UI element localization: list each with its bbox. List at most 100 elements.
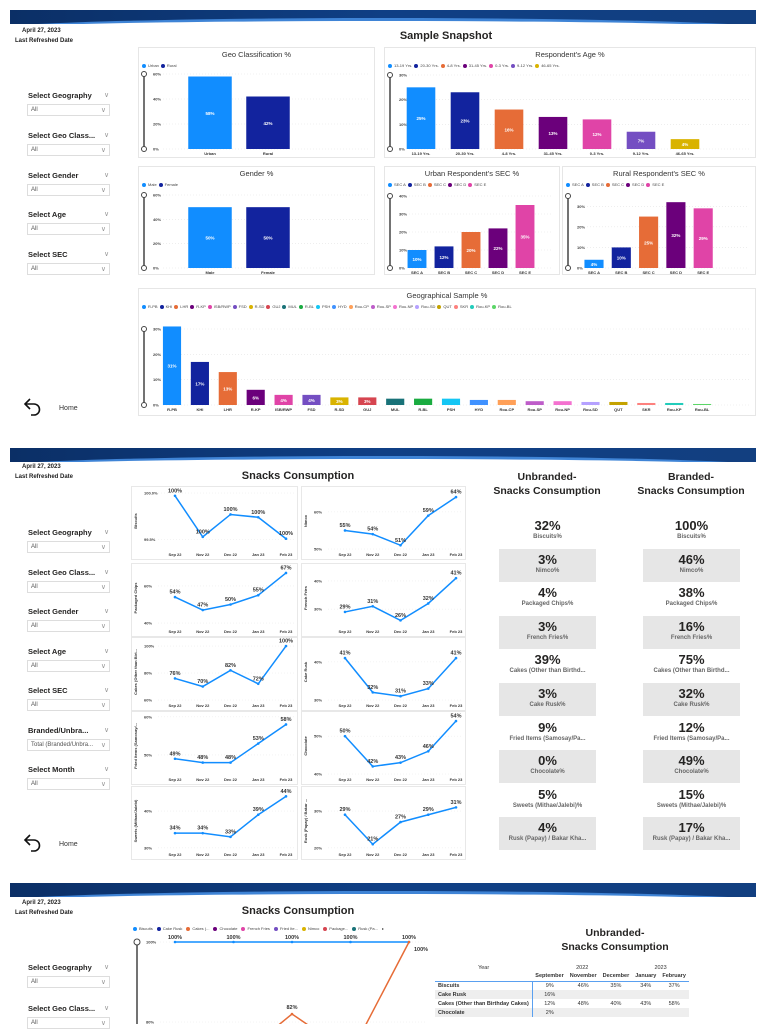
- x-tick-label: Jan 23: [422, 852, 435, 857]
- legend-item: GUJ: [266, 304, 280, 309]
- bar: [494, 109, 524, 149]
- legend-item: SEC D: [448, 182, 466, 187]
- chevron-down-icon[interactable]: ∨: [104, 529, 110, 536]
- x-tick-label: Feb 23: [280, 852, 293, 857]
- legend-marker-icon: [298, 304, 303, 309]
- bar-data-label: 25%: [416, 116, 425, 121]
- geographical-sample-chart: Geographical Sample % R-PB KHI LHR R-KP ISB/R…: [138, 288, 756, 416]
- slicer-dropdown[interactable]: All ∨: [27, 580, 110, 593]
- slicer-dropdown[interactable]: All ∨: [27, 699, 110, 711]
- chevron-down-icon[interactable]: ∨: [104, 92, 110, 99]
- legend-label: SEC D: [454, 182, 467, 187]
- bar: [582, 119, 612, 149]
- chevron-down-icon: ∨: [100, 1020, 106, 1027]
- bar-data-label: 3%: [364, 399, 371, 404]
- chart-svg: Cakes (Other than Birt... 60% 80% 100% 76% Se…: [133, 639, 295, 708]
- legend-next-icon[interactable]: ▸: [382, 926, 385, 931]
- chevron-down-icon[interactable]: ∨: [104, 608, 110, 615]
- slicer-label: Select Geography: [28, 91, 92, 100]
- bar-data-label: 16%: [504, 127, 513, 132]
- chevron-down-icon[interactable]: ∨: [104, 568, 110, 576]
- data-point: [426, 813, 430, 817]
- back-arrow-icon[interactable]: [22, 832, 44, 854]
- data-point: [426, 514, 430, 517]
- title-line: Snacks Consumption: [493, 485, 601, 497]
- data-point: [284, 537, 288, 541]
- back-arrow-icon[interactable]: [22, 396, 44, 418]
- y-axis-title: French Fries: [303, 585, 308, 610]
- slicer-dropdown[interactable]: All ∨: [27, 183, 110, 196]
- legend-marker-icon: [407, 182, 412, 187]
- x-tick-label: Sep 22: [339, 703, 353, 708]
- kpi-label: French Fries%: [670, 634, 713, 641]
- chevron-down-icon[interactable]: ∨: [104, 964, 110, 971]
- chevron-down-icon[interactable]: ∨: [104, 766, 110, 773]
- x-tick-label: Jan 23: [252, 777, 265, 782]
- data-label: 100%: [279, 531, 293, 537]
- y-tick-label: 99.5%: [144, 537, 156, 542]
- month-header: September: [535, 973, 564, 980]
- bar-data-label: 13%: [223, 387, 232, 392]
- slicer-dropdown[interactable]: All ∨: [27, 659, 110, 672]
- slicer-dropdown[interactable]: All ∨: [27, 143, 110, 156]
- legend-item: 31-45 Yrs.: [462, 63, 487, 68]
- kpi-label: Biscuits%: [677, 534, 706, 540]
- legend-label: Rou-SD: [421, 304, 436, 309]
- chevron-down-icon[interactable]: ∨: [104, 726, 110, 734]
- slicer-dropdown[interactable]: All ∨: [27, 104, 110, 116]
- slicer-dropdown[interactable]: All ∨: [27, 223, 110, 236]
- data-point: [173, 940, 177, 944]
- chart-title: Geo Classification %: [221, 50, 292, 59]
- slicer-value: All: [31, 979, 38, 985]
- slicer-dropdown[interactable]: All ∨: [27, 778, 110, 790]
- line-chart-cakes: Cakes (Other than Birt... 60% 80% 100% 76% Se…: [131, 637, 298, 711]
- refresh-date: April 27, 2023: [22, 28, 61, 34]
- legend-marker-icon: [566, 182, 570, 187]
- kpi-card: 32% Biscuits%: [499, 515, 596, 548]
- bar-data-label: 13%: [548, 131, 557, 136]
- kpi-value: 38%: [678, 585, 705, 601]
- bar: [274, 394, 293, 405]
- slicer-dropdown[interactable]: All ∨: [27, 263, 110, 276]
- table-row: Cakes (Other than Birthday Cakes) 12% 48% 4…: [435, 999, 689, 1008]
- header-row: September November December January February: [435, 972, 689, 981]
- legend-label: Chocolate: [219, 926, 238, 931]
- legend-marker-icon: [468, 182, 473, 187]
- x-tick-label: Dec 22: [224, 552, 238, 557]
- y-tick-label: 50%: [144, 752, 152, 757]
- chevron-down-icon[interactable]: ∨: [104, 131, 110, 139]
- chevron-down-icon[interactable]: ∨: [104, 171, 110, 179]
- legend-label: R-PB: [148, 304, 158, 309]
- y-tick-label: 100%: [144, 644, 155, 649]
- home-link[interactable]: Home: [59, 405, 78, 412]
- legend-marker-icon: [142, 304, 146, 309]
- chevron-down-icon[interactable]: ∨: [104, 687, 110, 694]
- bar: [693, 403, 712, 405]
- data-point: [256, 593, 260, 597]
- slicer-dropdown[interactable]: All ∨: [27, 976, 110, 988]
- home-link[interactable]: Home: [59, 841, 78, 848]
- legend-marker-icon: [448, 182, 453, 187]
- kpi-label: Sweets (Mithae/Jalebi)%: [656, 802, 727, 809]
- kpi-card: 3% French Fries%: [499, 615, 596, 649]
- chart-svg: 0% 10% 20% 30% 25% 13-19 Yrs. 23% 20-30 Yrs. 16%…: [387, 72, 749, 156]
- slicer-dropdown[interactable]: All ∨: [27, 620, 110, 632]
- x-tick-label: Nov 22: [366, 703, 380, 708]
- x-category-label: SEC E: [519, 270, 531, 274]
- chevron-down-icon[interactable]: ∨: [104, 647, 110, 655]
- legend-item: LHR: [174, 304, 188, 309]
- slicer-dropdown[interactable]: All ∨: [27, 1017, 110, 1029]
- data-label: 31%: [450, 800, 461, 806]
- x-tick-label: Feb 23: [280, 629, 293, 634]
- data-point: [256, 515, 260, 519]
- legend-label: SEC C: [433, 182, 447, 187]
- data-label: 72%: [253, 676, 264, 682]
- refresh-label: Last Refreshed Date: [15, 474, 74, 480]
- chart-svg: 0% 10% 20% 30% 40% 10% SEC A 12% SEC B 20% SEC C 22…: [387, 193, 553, 274]
- slicer-dropdown[interactable]: All ∨: [27, 541, 110, 553]
- chevron-down-icon[interactable]: ∨: [104, 211, 110, 219]
- chevron-down-icon[interactable]: ∨: [104, 251, 110, 259]
- chevron-down-icon[interactable]: ∨: [104, 1005, 110, 1012]
- slicer-dropdown[interactable]: Total (Branded/Unbra... ∨: [27, 738, 110, 751]
